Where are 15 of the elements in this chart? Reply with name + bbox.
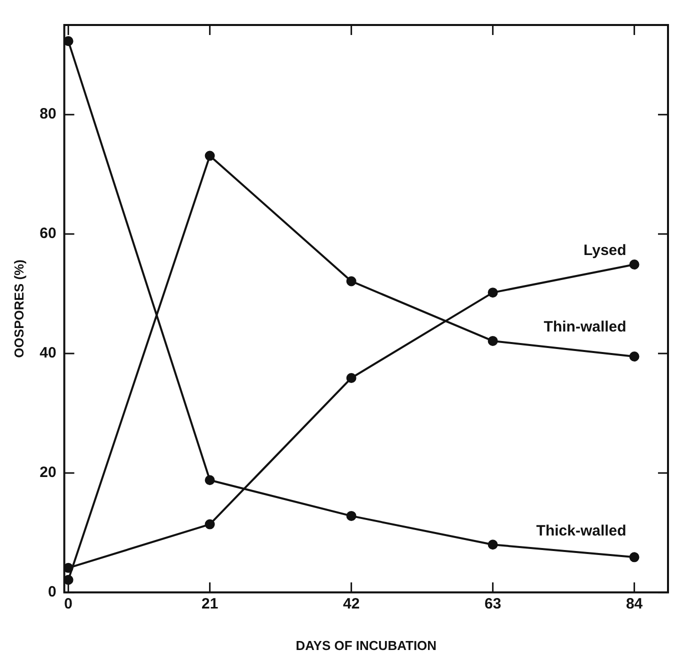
x-axis-title: DAYS OF INCUBATION bbox=[296, 638, 437, 653]
series-label: Lysed bbox=[584, 242, 626, 260]
y-tick-label: 80 bbox=[40, 106, 56, 123]
x-tick-label: 21 bbox=[201, 596, 218, 613]
series-label: Thick-walled bbox=[536, 522, 626, 540]
x-tick-label: 84 bbox=[626, 596, 644, 613]
y-tick-label: 0 bbox=[48, 584, 56, 601]
y-tick-label: 40 bbox=[40, 344, 56, 362]
y-axis-title: OOSPORES (%) bbox=[11, 260, 26, 358]
x-tick-label: 0 bbox=[64, 596, 72, 613]
y-tick-label: 60 bbox=[40, 225, 56, 242]
y-tick-label: 20 bbox=[40, 464, 56, 482]
x-tick-label: 63 bbox=[484, 596, 502, 613]
x-tick-label: 42 bbox=[342, 596, 360, 613]
series-label: Thin-walled bbox=[544, 318, 626, 336]
